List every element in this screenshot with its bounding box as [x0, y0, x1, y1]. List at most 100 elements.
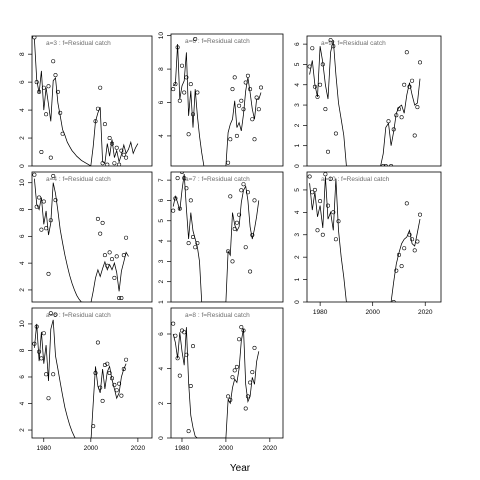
- observed-point: [394, 268, 399, 273]
- observed-point: [180, 172, 184, 174]
- observed-point: [243, 80, 248, 85]
- observed-point: [46, 271, 51, 276]
- y-tick-label: 6: [158, 100, 165, 104]
- observed-point: [93, 119, 98, 124]
- x-tick-label: 1980: [313, 309, 328, 316]
- observed-point: [171, 208, 176, 213]
- observed-point: [230, 259, 235, 264]
- y-tick-label: 3: [158, 259, 165, 263]
- observed-point: [254, 95, 259, 100]
- observed-point: [180, 328, 185, 333]
- observed-point: [41, 199, 46, 204]
- observed-point: [175, 176, 180, 181]
- observed-point: [245, 394, 250, 399]
- y-tick-label: 3: [294, 233, 301, 237]
- x-tick-label: 2000: [84, 445, 99, 452]
- observed-point: [396, 107, 401, 112]
- observed-point: [228, 194, 233, 199]
- observed-point: [404, 201, 409, 206]
- observed-point: [412, 248, 417, 253]
- y-tick-label: 2: [19, 288, 26, 292]
- observed-point: [325, 203, 330, 208]
- observed-point: [241, 182, 246, 187]
- observed-point: [193, 245, 198, 250]
- observed-point: [39, 150, 44, 155]
- observed-point: [37, 195, 42, 200]
- observed-point: [391, 300, 396, 302]
- observed-point: [100, 398, 105, 403]
- observed-point: [175, 356, 180, 361]
- observed-point: [399, 115, 404, 120]
- observed-point: [58, 110, 63, 115]
- observed-point: [110, 141, 115, 146]
- y-tick-label: 0: [294, 164, 301, 168]
- y-tick-label: 0: [19, 164, 26, 168]
- observed-point: [48, 311, 53, 316]
- observed-point: [175, 45, 180, 50]
- panel-data: [171, 36, 263, 166]
- observed-point: [180, 63, 185, 68]
- panel-label: a=10 : f=Residual catch: [321, 176, 390, 183]
- observed-point: [193, 36, 198, 41]
- panel-label: a=6 : f=Residual catch: [185, 38, 250, 45]
- observed-point: [105, 361, 110, 366]
- observed-point: [312, 84, 317, 89]
- panel-label: a=5 : f=Residual catch: [46, 312, 111, 319]
- observed-point: [112, 161, 117, 166]
- panel-frame: [170, 33, 284, 167]
- panel-6: a=10 : f=Residual catch 0 1 2 3 4 5 1980 2000 202…: [294, 171, 442, 316]
- y-tick-label: 7: [158, 178, 165, 182]
- observed-point: [171, 87, 176, 92]
- panel-data: [307, 172, 422, 302]
- panel-label: a=4 : f=Residual catch: [46, 176, 111, 183]
- y-tick-label: 1: [294, 277, 301, 281]
- observed-point: [245, 73, 250, 78]
- observed-point: [177, 98, 182, 103]
- observed-point: [124, 155, 129, 160]
- observed-point: [112, 275, 117, 280]
- observed-point: [410, 237, 415, 242]
- observed-point: [102, 122, 107, 127]
- y-tick-label: 2: [19, 136, 26, 140]
- observed-point: [173, 196, 178, 201]
- observed-point: [98, 385, 103, 390]
- observed-point: [44, 112, 49, 117]
- observed-point: [119, 295, 124, 300]
- observed-point: [114, 254, 119, 259]
- observed-point: [32, 36, 37, 40]
- panel-frame: [31, 35, 153, 167]
- observed-point: [312, 187, 317, 192]
- observed-point: [121, 152, 126, 157]
- observed-point: [182, 90, 187, 95]
- observed-point: [121, 253, 126, 258]
- y-tick-label: 2: [19, 428, 26, 432]
- observed-point: [328, 176, 333, 181]
- observed-point: [39, 227, 44, 232]
- observed-point: [402, 246, 407, 251]
- panel-4: a=4 : f=Residual catch 2 4 6 8 10: [19, 171, 153, 303]
- observed-point: [32, 172, 37, 177]
- observed-point: [328, 38, 333, 43]
- y-tick-label: 5: [294, 62, 301, 66]
- panel-3: a=9 : f=Residual catch 0 1 2 3 4 5 6: [294, 35, 442, 168]
- observed-point: [46, 396, 51, 401]
- fitted-series-line: [34, 178, 129, 302]
- panel-data: [307, 38, 422, 166]
- panel-8: a=8 : f=Residual catch 0 2 4 6 1980 2000 2020: [158, 307, 284, 452]
- observed-point: [51, 59, 56, 64]
- observed-point: [95, 216, 100, 221]
- panel-label: a=9 : f=Residual catch: [321, 40, 386, 47]
- observed-point: [39, 356, 44, 361]
- observed-point: [241, 107, 246, 112]
- observed-point: [100, 161, 105, 166]
- observed-point: [117, 162, 122, 166]
- observed-point: [239, 188, 244, 193]
- observed-point: [41, 85, 46, 90]
- y-tick-label: 4: [294, 210, 301, 214]
- observed-point: [48, 218, 53, 223]
- observed-point: [415, 105, 420, 110]
- observed-point: [333, 131, 338, 136]
- observed-point: [186, 241, 191, 246]
- observed-point: [191, 235, 196, 240]
